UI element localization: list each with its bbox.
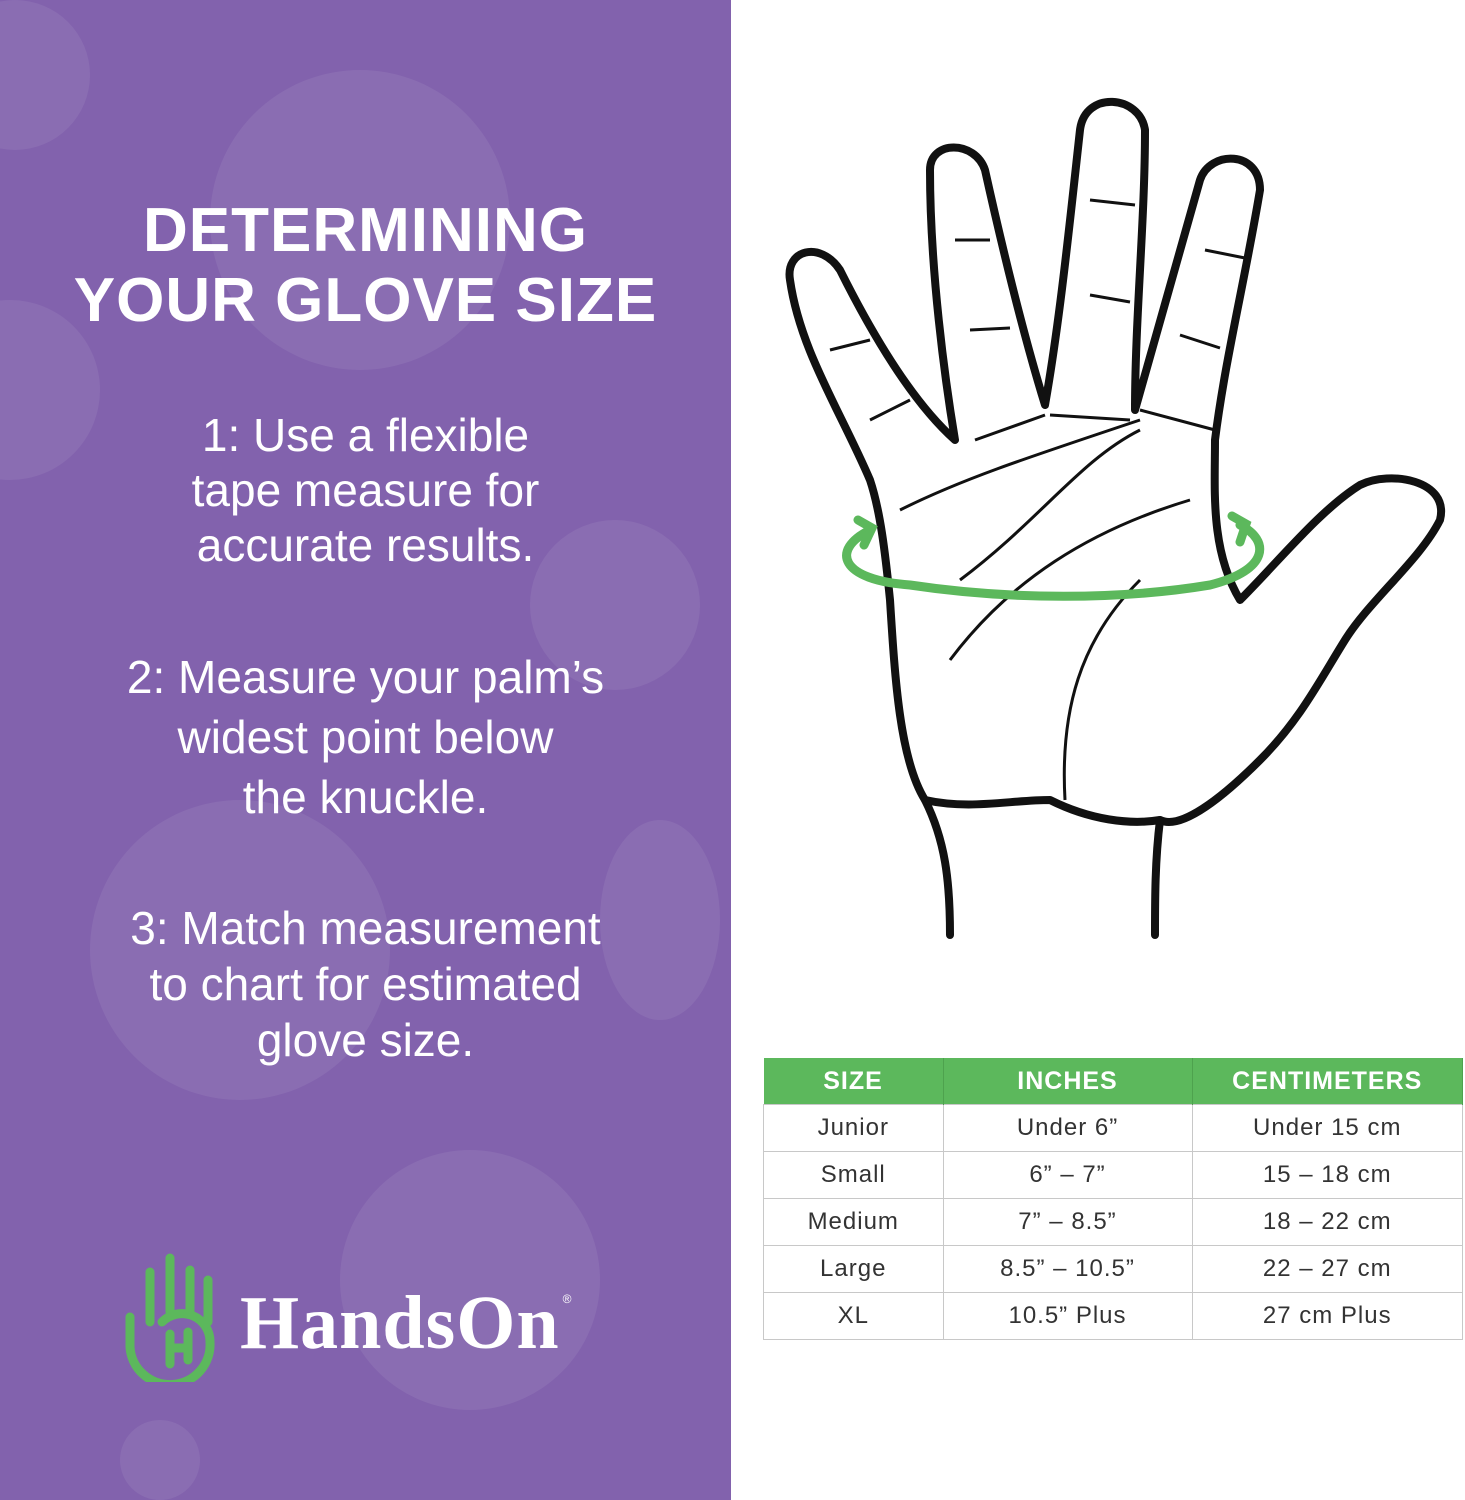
cell-centimeters: 15 – 18 cm bbox=[1191, 1151, 1463, 1199]
cell-inches: 10.5” Plus bbox=[942, 1292, 1193, 1340]
cell-inches: 7” – 8.5” bbox=[942, 1198, 1193, 1246]
step-line: widest point below bbox=[177, 711, 554, 763]
header-inches: INCHES bbox=[943, 1058, 1193, 1105]
brand-name: HandsOn bbox=[240, 1281, 560, 1365]
step-line: accurate results. bbox=[196, 519, 535, 571]
step-line: glove size. bbox=[256, 1014, 475, 1066]
cell-size: XL bbox=[763, 1292, 944, 1340]
cell-centimeters: 22 – 27 cm bbox=[1191, 1245, 1463, 1293]
table-header-row: SIZE INCHES CENTIMETERS bbox=[763, 1058, 1463, 1105]
title-line: YOUR GLOVE SIZE bbox=[73, 266, 658, 335]
step-line: to chart for estimated bbox=[149, 958, 582, 1010]
step-1: 1: Use a flexible tape measure for accur… bbox=[0, 408, 731, 573]
step-line: 1: Use a flexible bbox=[201, 409, 530, 461]
cell-centimeters: 27 cm Plus bbox=[1191, 1292, 1463, 1340]
cell-inches: Under 6” bbox=[942, 1104, 1193, 1152]
page-title: DETERMINING YOUR GLOVE SIZE bbox=[0, 196, 731, 336]
cell-centimeters: Under 15 cm bbox=[1191, 1104, 1463, 1152]
table-row: XL 10.5” Plus 27 cm Plus bbox=[763, 1292, 1463, 1340]
step-line: 2: Measure your palm’s bbox=[126, 651, 605, 703]
header-centimeters: CENTIMETERS bbox=[1192, 1058, 1463, 1105]
cell-inches: 6” – 7” bbox=[942, 1151, 1193, 1199]
brand: HandsOn ® bbox=[240, 1278, 571, 1368]
step-line: 3: Match measurement bbox=[130, 902, 601, 954]
step-line: the knuckle. bbox=[242, 771, 489, 823]
step-3: 3: Match measurement to chart for estima… bbox=[0, 900, 731, 1068]
size-chart-table: SIZE INCHES CENTIMETERS Junior Under 6” Un… bbox=[763, 1058, 1463, 1340]
registered-mark: ® bbox=[562, 1292, 572, 1306]
table-row: Junior Under 6” Under 15 cm bbox=[763, 1104, 1463, 1152]
table-row: Medium 7” – 8.5” 18 – 22 cm bbox=[763, 1198, 1463, 1246]
cell-centimeters: 18 – 22 cm bbox=[1191, 1198, 1463, 1246]
cell-size: Junior bbox=[763, 1104, 944, 1152]
cell-size: Small bbox=[763, 1151, 944, 1199]
title-line: DETERMINING bbox=[143, 196, 588, 265]
cell-size: Medium bbox=[763, 1198, 944, 1246]
info-panel: DETERMINING YOUR GLOVE SIZE 1: Use a fle… bbox=[0, 0, 731, 1500]
cell-size: Large bbox=[763, 1245, 944, 1293]
hand-outline-with-measure-arrow-icon bbox=[785, 97, 1446, 939]
step-line: tape measure for bbox=[191, 464, 540, 516]
header-size: SIZE bbox=[763, 1058, 944, 1105]
step-2: 2: Measure your palm’s widest point belo… bbox=[0, 647, 731, 827]
table-row: Small 6” – 7” 15 – 18 cm bbox=[763, 1151, 1463, 1199]
table-row: Large 8.5” – 10.5” 22 – 27 cm bbox=[763, 1245, 1463, 1293]
cell-inches: 8.5” – 10.5” bbox=[942, 1245, 1193, 1293]
hand-h-logo-icon bbox=[125, 1253, 215, 1382]
